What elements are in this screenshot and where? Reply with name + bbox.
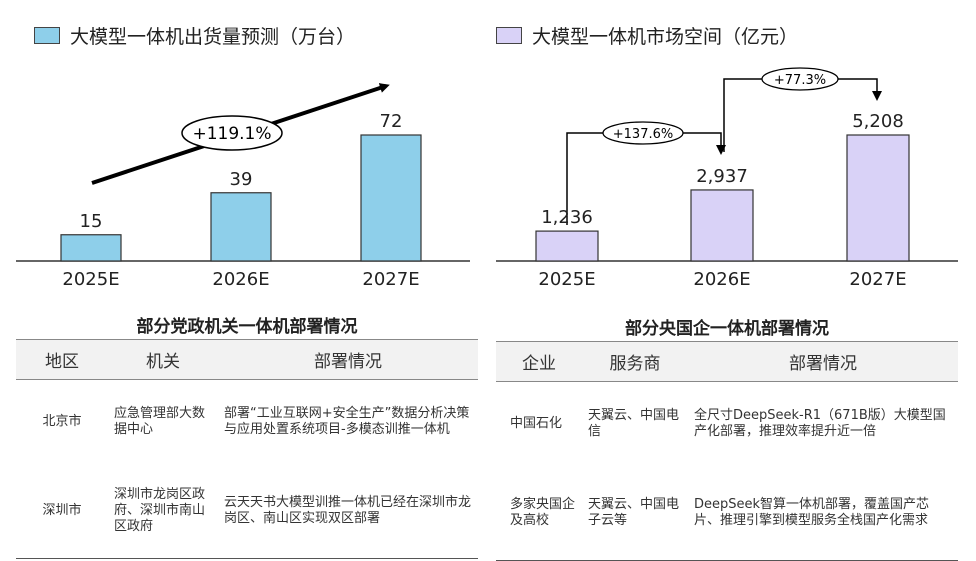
right-bar-2026E [690,189,754,262]
left-data-label-2025E: 15 [80,211,103,232]
right-bar-2027E [846,134,910,262]
right-growth-ellipse-1 [602,121,684,145]
government-deployment-table: 地区 机关 部署情况 北京市 应急管理部大数据中心 部署“工业互联网+安全生产”… [16,339,478,559]
table-cell: 深圳市 [16,464,108,559]
left-data-label-2026E: 39 [230,169,253,190]
shipment-forecast-chart: +119.1% 15 2025E 39 2026E 72 2027E [16,83,470,290]
table-cell: 北京市 [42,414,82,429]
table-cell: 天翼云、中国电子云等 [582,466,688,561]
left-data-label-2027E: 72 [380,111,403,132]
right-data-label-2025E: 1,236 [541,207,593,228]
table-row: 北京市 应急管理部大数据中心 部署“工业互联网+安全生产”数据分析决策与应用处置… [16,380,478,465]
right-table-title: 部分央国企一体机部署情况 [625,319,829,339]
left-bar-2026E [210,192,272,262]
table-cell: 全尺寸DeepSeek-R1（671B版）大模型国产化部署，推理效率提升近一倍 [694,408,946,439]
right-legend: 大模型一体机市场空间（亿元） [496,22,798,49]
left-tick-label-2025E: 2025E [62,269,119,290]
left-growth-ellipse [181,115,283,151]
table-cell: 天翼云、中国电信 [588,408,680,439]
right-growth-label-2: +77.3% [774,73,826,88]
table-cell: 部署“工业互联网+安全生产”数据分析决策与应用处置系统项目-多模态训推一体机 [224,406,470,437]
table-header-row: 企业 服务商 部署情况 [496,341,958,382]
left-table-title: 部分党政机关一体机部署情况 [136,317,358,337]
table-header-enterprise: 企业 [496,341,582,382]
market-size-chart: +137.6% +77.3% 1,236 2025E 2,937 2026E 5,208… [496,67,958,290]
table-header-deployment: 部署情况 [218,339,478,380]
table-header-provider: 服务商 [582,341,688,382]
right-tick-label-2025E: 2025E [538,269,595,290]
left-legend-swatch [34,27,60,44]
left-tick-label-2026E: 2026E [212,269,269,290]
table-header-agency: 机关 [108,339,218,380]
table-row: 深圳市 深圳市龙岗区政府、深圳市南山区政府 云天天书大模型训推一体机已经在深圳市… [16,464,478,559]
soe-deployment-table: 企业 服务商 部署情况 中国石化 天翼云、中国电信 全尺寸DeepSeek-R1… [496,341,958,561]
left-legend-label: 大模型一体机出货量预测（万台） [70,26,356,48]
table-header-deployment: 部署情况 [688,341,958,382]
table-cell: 中国石化 [510,416,563,431]
right-bar-2025E [535,230,599,262]
table-cell: DeepSeek智算一体机部署，覆盖国产芯片、推理引擎到模型服务全栈国产化需求 [688,466,958,561]
table-cell: 深圳市龙岗区政府、深圳市南山区政府 [108,464,218,559]
right-data-label-2026E: 2,937 [696,166,748,187]
right-legend-swatch [496,27,522,44]
right-data-label-2027E: 5,208 [852,111,904,132]
table-row: 多家央国企及高校 天翼云、中国电子云等 DeepSeek智算一体机部署，覆盖国产… [496,466,958,561]
right-legend-label: 大模型一体机市场空间（亿元） [532,26,799,48]
right-growth-label-1: +137.6% [613,127,673,142]
table-row: 中国石化 天翼云、中国电信 全尺寸DeepSeek-R1（671B版）大模型国产… [496,382,958,467]
left-legend: 大模型一体机出货量预测（万台） [34,22,355,49]
table-cell: 云天天书大模型训推一体机已经在深圳市龙岗区、南山区实现双区部署 [218,464,478,559]
table-header-region: 地区 [16,339,108,380]
left-growth-label: +119.1% [192,124,271,144]
table-cell: 应急管理部大数据中心 [114,406,206,437]
table-header-row: 地区 机关 部署情况 [16,339,478,380]
right-tick-label-2027E: 2027E [849,269,906,290]
left-tick-label-2027E: 2027E [362,269,419,290]
left-bar-2027E [360,134,422,262]
left-bar-2025E [60,234,122,262]
table-cell: 多家央国企及高校 [496,466,582,561]
right-growth-ellipse-2 [761,67,839,91]
right-tick-label-2026E: 2026E [693,269,750,290]
